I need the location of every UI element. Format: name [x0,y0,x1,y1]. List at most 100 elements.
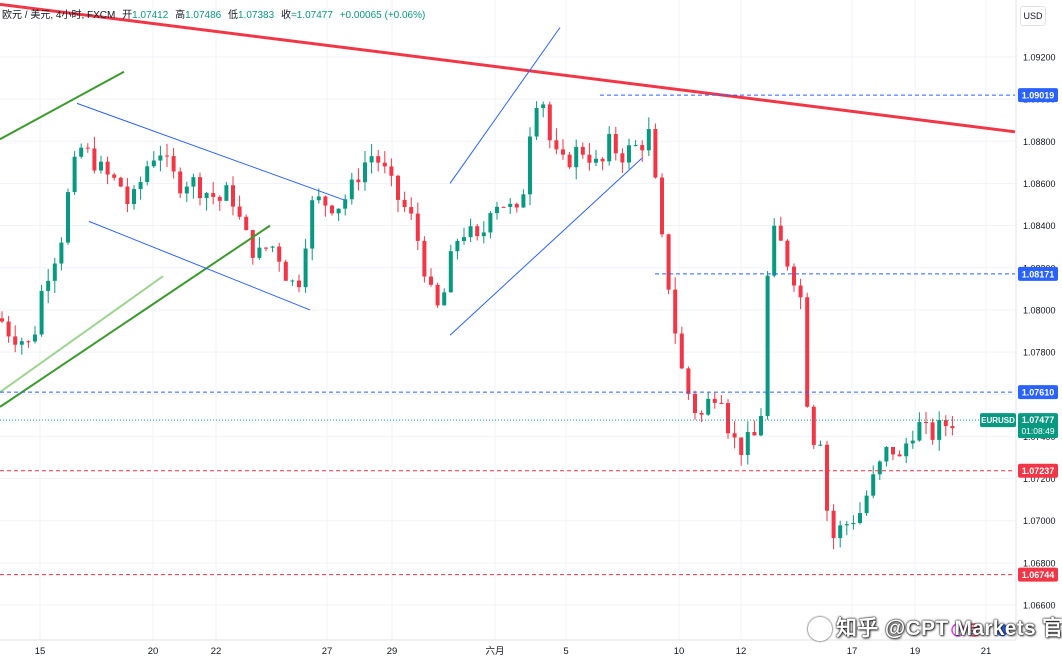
candle-body [798,285,803,298]
candle-body [640,145,645,151]
candle-body [805,297,810,407]
candle-body [125,186,130,205]
candle-body [105,161,110,175]
candle-body [59,242,64,264]
candle-body [851,522,856,525]
time-tick-label: 27 [322,646,333,657]
price-tick-label: 1.08800 [1023,137,1056,147]
candle-body [660,177,664,235]
candle-body [752,432,757,436]
watermark: 知乎 @CPT Markets 官方 [808,612,1062,642]
candle-body [297,280,301,288]
price-level-tag [1018,567,1058,582]
candle-body [257,247,262,258]
event-icon [994,622,1010,638]
candle-body [462,237,466,241]
candle-body [356,179,361,183]
candle-body [316,196,321,201]
candle-body [534,107,539,137]
candle-body [943,420,948,427]
candle-body [653,129,658,178]
candle-body [409,207,414,214]
candle-body [165,155,169,157]
candle-body [389,166,394,176]
currency-button[interactable]: USD [1020,6,1046,26]
change-value: +0.00065 (+0.06%) [339,10,426,21]
time-tick-label: 29 [387,646,398,657]
countdown-label: 01:08:49 [1021,426,1054,436]
candle-body [719,402,724,404]
candle-body [52,263,57,281]
candle-body [864,495,869,514]
candle-body [666,234,671,290]
candle-body [607,133,612,162]
candle-body [264,247,268,249]
ohlc-legend: 欧元 / 美元, 4小时, FXCM 开1.07412 高1.07486 低1.… [2,6,425,21]
candle-body [937,420,942,440]
candle-body [323,196,328,206]
candle-body [336,208,341,214]
price-tick-label: 1.08400 [1023,221,1056,231]
candle-body [343,199,348,209]
low-value: 1.07383 [238,10,275,21]
time-tick-label: 六月 [485,645,504,657]
price-tick-label: 1.08600 [1023,179,1056,189]
candle-body [468,226,473,238]
candle-body [429,276,433,285]
candle-body [891,446,895,455]
candle-body [594,158,598,163]
channel-lower-line [88,220,311,311]
candle-body [283,261,288,281]
candle-body [897,454,902,457]
candle-body [33,334,37,342]
candle-body [442,292,447,306]
candle-body [198,177,202,199]
candle-body [818,444,823,446]
candle-body [910,440,915,444]
candle-body [739,437,744,456]
candle-body [785,240,790,267]
green-trendline-faint [0,275,164,393]
price-level-label: 1.07237 [1022,466,1055,476]
candle-body [547,104,552,141]
price-tick-label: 1.08000 [1023,305,1056,315]
candle-body [759,415,763,436]
candle-body [600,158,605,162]
candle-body [831,510,836,539]
candle-body [726,403,730,434]
candle-body [521,194,526,208]
price-tick-label: 1.09200 [1023,53,1056,63]
open-label: 开 [122,10,133,21]
candle-body [396,175,400,200]
candle-body [475,226,480,237]
candle-body [224,185,229,201]
candle-body [132,189,136,205]
candle-body [369,156,374,163]
candle-body [19,341,24,345]
candle-body [92,148,97,171]
candle-body [917,421,922,441]
candle-body [211,193,216,197]
candle-body [514,203,519,208]
price-level-label: 1.08171 [1022,269,1055,279]
candle-body [231,185,235,207]
high-value: 1.07486 [185,10,222,21]
candle-body [561,149,565,155]
zhihu-logo-icon [808,617,832,642]
symbol-tag-label: EURUSD [981,416,1015,425]
red-resistance-trendline [0,2,1016,134]
candle-body [6,321,11,337]
candle-body [844,524,849,526]
price-level-tag [1018,385,1058,400]
channel-upper-line [449,27,561,184]
time-tick-label: 12 [736,646,747,657]
candle-body [567,154,572,168]
candle-body [138,182,143,190]
candle-body [448,251,453,293]
candle-body [455,240,460,252]
symbol-title[interactable]: 欧元 / 美元, 4小时, FXCM [2,10,116,21]
candle-body [422,240,427,277]
candle-body [349,179,354,200]
